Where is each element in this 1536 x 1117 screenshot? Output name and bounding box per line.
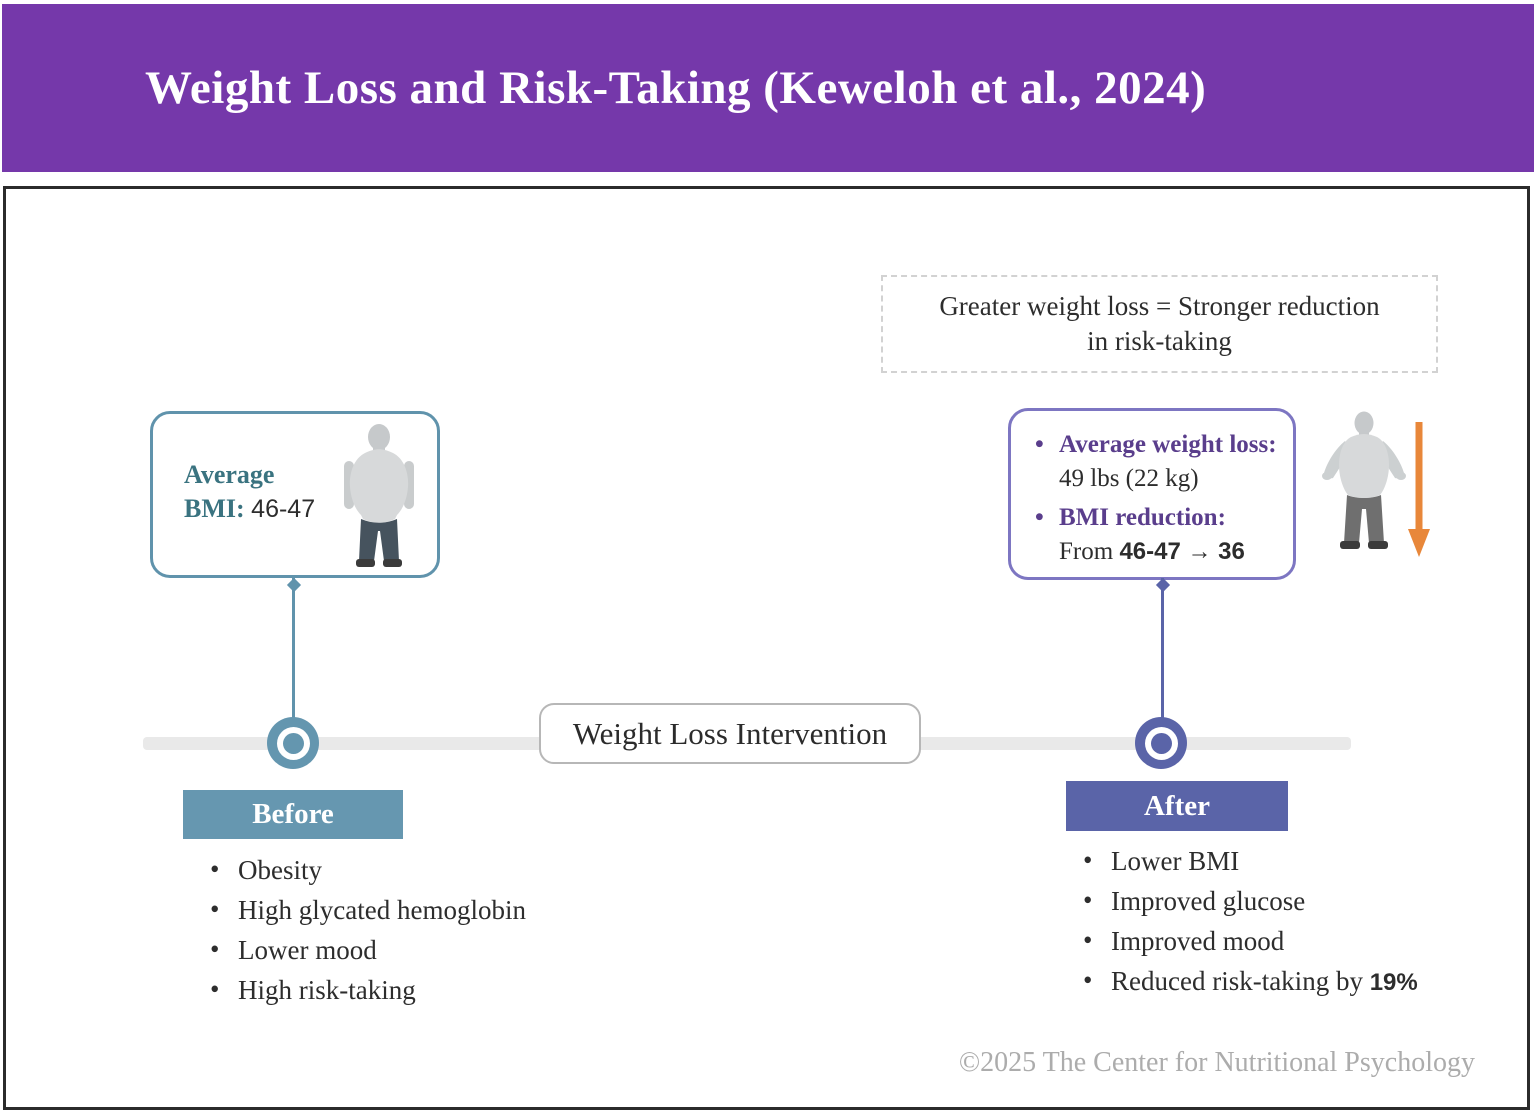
footer-copyright: ©2025 The Center for Nutritional Psychol… — [958, 1047, 1475, 1078]
after-card-weight-loss-label: Average weight loss: — [1059, 431, 1277, 458]
after-card: Average weight loss: 49 lbs (22 kg) BMI … — [1008, 408, 1296, 580]
intervention-pill: Weight Loss Intervention — [539, 703, 921, 764]
after-card-list: Average weight loss: 49 lbs (22 kg) BMI … — [1031, 428, 1285, 569]
callout-line-2: in risk-taking — [1087, 326, 1232, 356]
after-list-item: Lower BMI — [1081, 845, 1418, 877]
content-frame: Greater weight loss = Stronger reduction… — [3, 186, 1530, 1110]
after-card-weight-loss-value: 49 lbs (22 kg) — [1059, 465, 1199, 492]
before-list-item: Lower mood — [208, 934, 526, 966]
before-card: Average BMI: 46-47 — [150, 411, 440, 578]
before-list-item: High glycated hemoglobin — [208, 894, 526, 926]
after-card-bmi-prefix: From — [1059, 538, 1114, 565]
before-list: Obesity High glycated hemoglobin Lower m… — [208, 854, 526, 1015]
before-label: Before — [183, 790, 403, 839]
after-list-item: Improved mood — [1081, 925, 1418, 957]
before-timeline-marker — [267, 717, 319, 769]
obese-person-icon — [344, 424, 414, 567]
header-bar: Weight Loss and Risk-Taking (Keweloh et … — [2, 4, 1534, 172]
before-connector-line — [292, 578, 295, 744]
before-connector-diamond — [286, 577, 302, 593]
slimmer-person-icon — [1322, 411, 1406, 549]
after-connector-line — [1161, 578, 1164, 744]
after-card-item-weight-loss: Average weight loss: 49 lbs (22 kg) — [1031, 428, 1285, 496]
before-card-label: Average BMI: — [184, 460, 275, 523]
after-connector-diamond — [1155, 577, 1171, 593]
before-card-text: Average BMI: 46-47 — [184, 458, 336, 526]
before-list-item: High risk-taking — [208, 974, 526, 1006]
after-card-bmi-label: BMI reduction: — [1059, 504, 1226, 531]
after-card-bmi-value: 46-47 → 36 — [1119, 538, 1245, 565]
page-title: Weight Loss and Risk-Taking (Keweloh et … — [145, 62, 1207, 114]
after-list-item: Reduced risk-taking by 19% — [1081, 965, 1418, 997]
after-list-item: Improved glucose — [1081, 885, 1418, 917]
correlation-callout: Greater weight loss = Stronger reduction… — [881, 275, 1438, 373]
after-label: After — [1066, 781, 1288, 831]
after-list: Lower BMI Improved glucose Improved mood… — [1081, 845, 1418, 1006]
after-timeline-marker — [1135, 717, 1187, 769]
weight-loss-down-arrow-icon — [1408, 422, 1430, 557]
before-card-value: 46-47 — [251, 495, 316, 523]
callout-line-1: Greater weight loss = Stronger reduction — [939, 291, 1380, 321]
after-card-item-bmi-reduction: BMI reduction: From 46-47 → 36 — [1031, 501, 1285, 569]
before-list-item: Obesity — [208, 854, 526, 886]
